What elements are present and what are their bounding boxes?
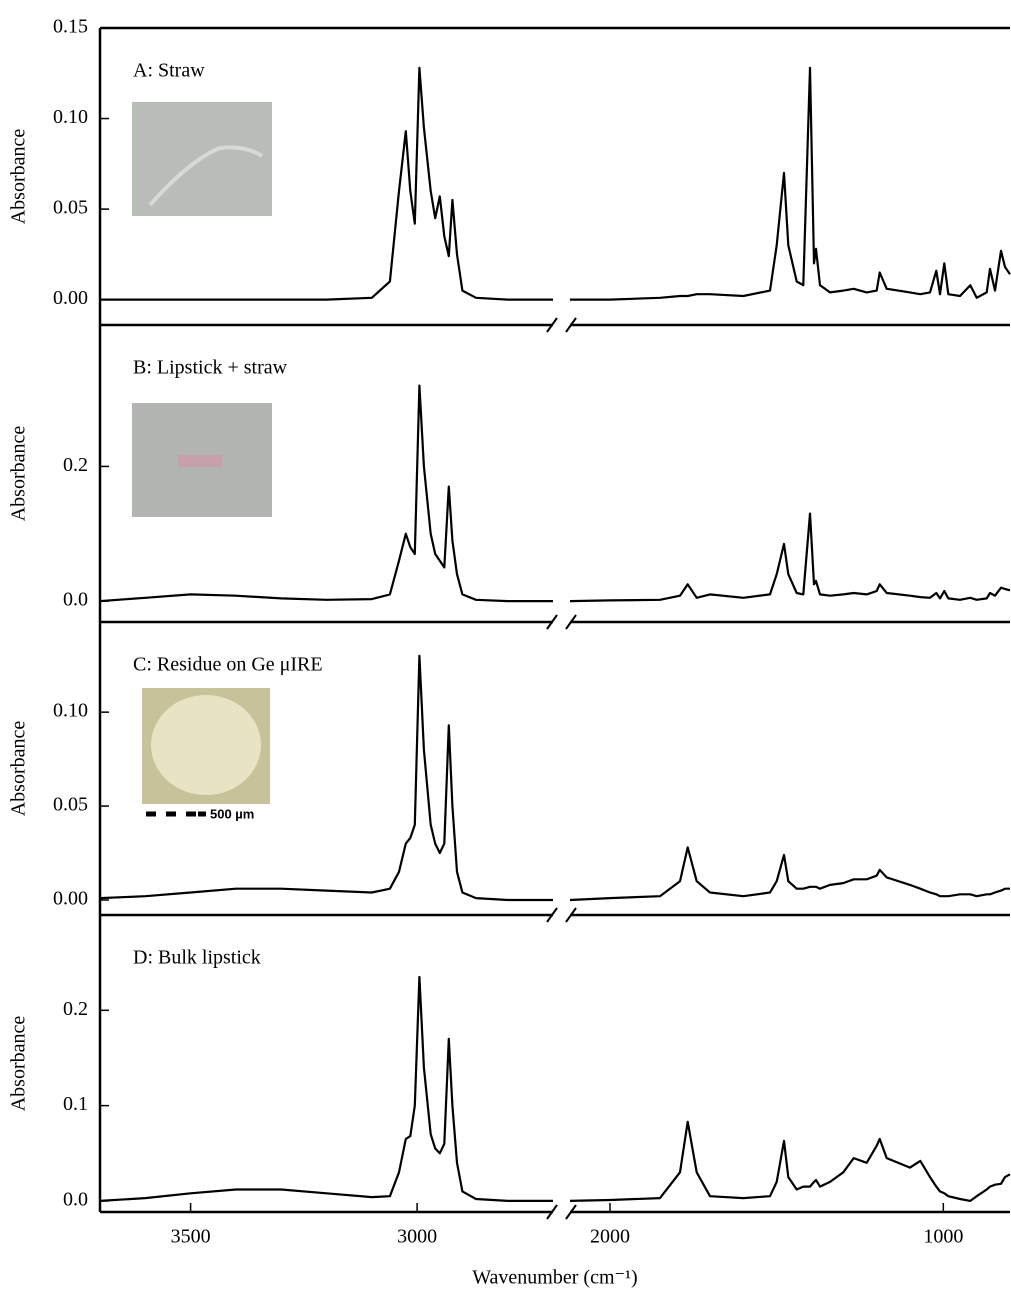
panel-label: A: Straw [133,60,205,82]
panel-label: C: Residue on Ge μIRE [133,654,323,676]
spectrum-line [99,654,1010,902]
y-tick-label: 0.15 [53,16,88,38]
x-tick-label: 3500 [171,1226,211,1248]
y-axis-label: Absorbance [8,129,30,225]
y-tick-label: 0.0 [63,1189,88,1211]
inset-lipstick [178,455,222,467]
y-tick-label: 0.1 [63,1093,88,1115]
y-tick-label: 0.05 [53,197,88,219]
inset-residue [151,695,261,795]
panel-label: D: Bulk lipstick [133,947,261,969]
spectrum-line [99,975,1011,1202]
y-axis-label: Absorbance [8,721,30,817]
inset-straw [148,145,264,207]
axis-break [546,614,577,630]
spectrum-line [100,66,1011,301]
x-axis-label: Wavenumber (cm⁻¹) [472,1267,637,1289]
axis-break [546,907,577,923]
y-tick-label: 0.2 [63,998,88,1020]
scale-label: 500 µm [210,806,254,821]
axis-break [546,317,577,333]
y-tick-label: 0.10 [53,106,88,128]
y-tick-label: 0.00 [53,888,88,910]
y-tick-label: 0.00 [53,287,88,309]
y-tick-label: 0.05 [53,794,88,816]
y-tick-label: 0.0 [63,589,88,611]
y-axis-label: Absorbance [8,426,30,522]
y-tick-label: 0.2 [63,454,88,476]
y-tick-label: 0.10 [53,700,88,722]
axis-break [546,1204,577,1220]
x-tick-label: 1000 [923,1226,963,1248]
panel-label: B: Lipstick + straw [133,357,288,379]
x-tick-label: 2000 [590,1226,630,1248]
spectrum-line [99,384,1011,603]
y-axis-label: Absorbance [8,1016,30,1112]
x-tick-label: 3000 [397,1226,437,1248]
